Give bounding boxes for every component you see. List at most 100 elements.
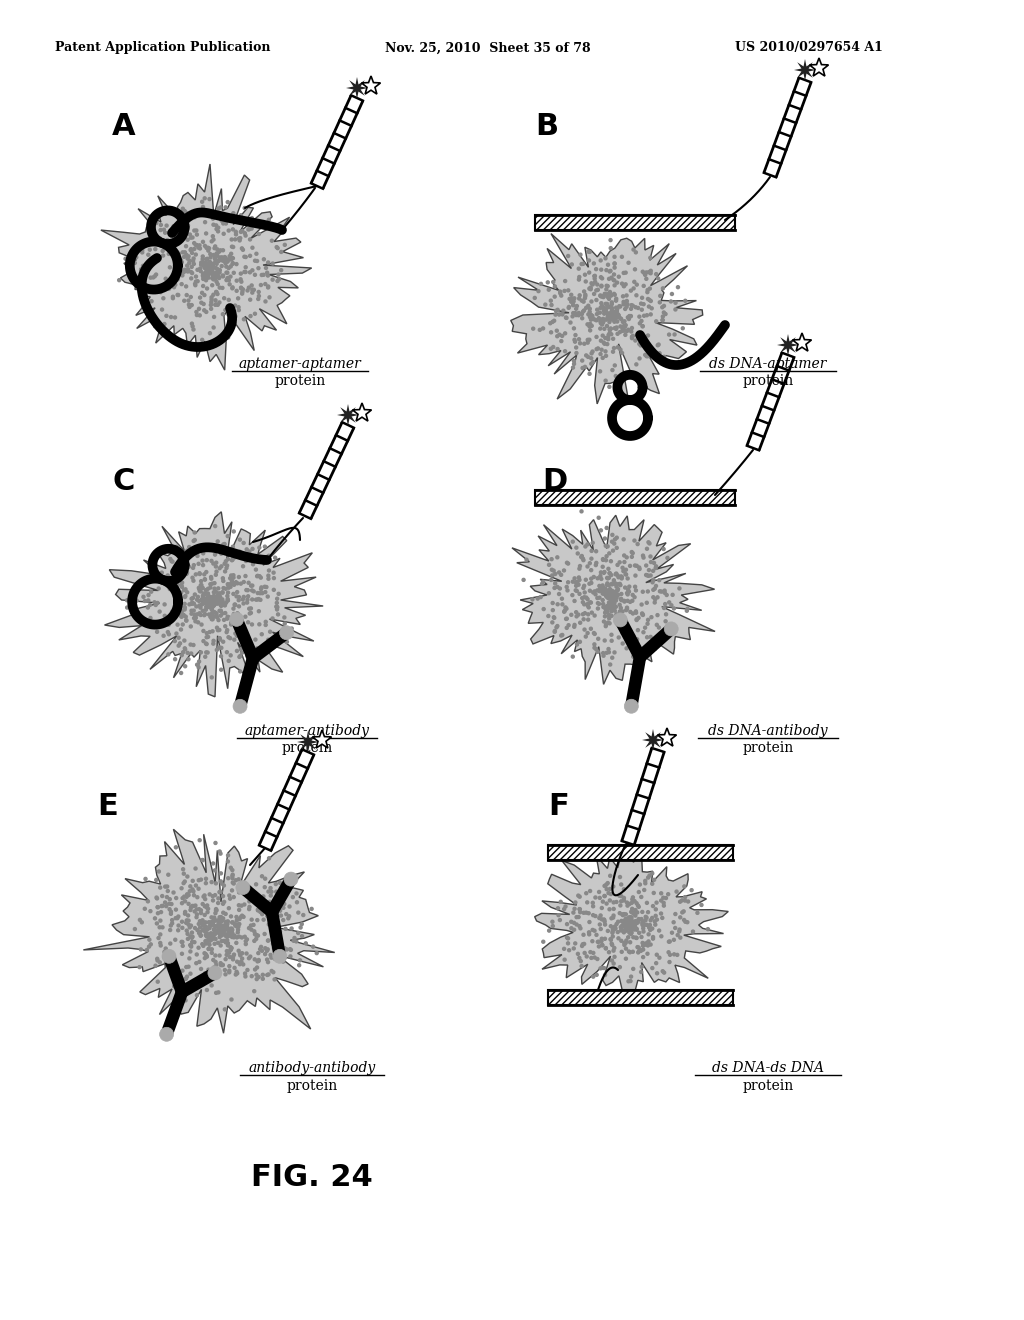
Circle shape — [625, 647, 628, 649]
Circle shape — [208, 631, 211, 634]
Circle shape — [189, 624, 193, 628]
Circle shape — [201, 257, 204, 260]
Circle shape — [209, 940, 212, 942]
Circle shape — [210, 676, 213, 678]
Circle shape — [652, 878, 655, 882]
Circle shape — [573, 599, 577, 602]
Circle shape — [598, 597, 601, 599]
Circle shape — [257, 610, 260, 612]
Circle shape — [607, 297, 610, 301]
Circle shape — [219, 927, 222, 931]
Circle shape — [601, 944, 604, 946]
Circle shape — [154, 248, 157, 251]
Circle shape — [239, 239, 242, 242]
Circle shape — [596, 651, 599, 653]
Circle shape — [584, 294, 587, 298]
Circle shape — [179, 259, 182, 261]
Circle shape — [221, 275, 224, 279]
Circle shape — [198, 923, 201, 925]
Circle shape — [204, 612, 207, 615]
Circle shape — [646, 952, 649, 956]
Circle shape — [224, 256, 227, 259]
Circle shape — [585, 306, 588, 309]
Circle shape — [236, 925, 239, 928]
Circle shape — [561, 603, 564, 606]
Circle shape — [232, 583, 236, 586]
Circle shape — [588, 920, 591, 924]
Circle shape — [210, 603, 213, 607]
Circle shape — [204, 578, 207, 581]
Circle shape — [141, 285, 144, 288]
Circle shape — [209, 924, 212, 927]
Circle shape — [215, 612, 218, 615]
Circle shape — [653, 587, 656, 590]
Circle shape — [231, 246, 234, 248]
Circle shape — [600, 577, 603, 581]
Circle shape — [230, 558, 233, 562]
Circle shape — [215, 602, 218, 605]
Circle shape — [244, 936, 247, 939]
Circle shape — [245, 560, 248, 562]
Circle shape — [603, 923, 606, 927]
Circle shape — [625, 939, 628, 942]
Circle shape — [239, 220, 242, 223]
Circle shape — [264, 282, 267, 285]
Circle shape — [202, 610, 204, 612]
Circle shape — [594, 896, 597, 899]
Circle shape — [588, 325, 591, 327]
Circle shape — [199, 925, 202, 929]
Circle shape — [707, 928, 710, 931]
Circle shape — [617, 314, 621, 317]
Circle shape — [679, 936, 682, 939]
Circle shape — [179, 672, 182, 675]
Circle shape — [622, 642, 625, 645]
Circle shape — [606, 294, 608, 297]
Circle shape — [189, 945, 193, 948]
Circle shape — [205, 606, 208, 609]
Circle shape — [204, 972, 207, 975]
Circle shape — [194, 616, 197, 619]
Circle shape — [625, 913, 628, 916]
Circle shape — [240, 286, 243, 290]
Circle shape — [254, 259, 257, 263]
Circle shape — [610, 308, 613, 310]
Circle shape — [209, 256, 212, 259]
Circle shape — [315, 952, 318, 954]
Circle shape — [587, 313, 590, 315]
Circle shape — [159, 961, 162, 964]
Circle shape — [612, 927, 615, 929]
Circle shape — [610, 597, 613, 599]
Circle shape — [184, 619, 187, 622]
Circle shape — [265, 949, 268, 952]
Circle shape — [585, 635, 588, 638]
Circle shape — [607, 577, 610, 579]
Circle shape — [593, 275, 596, 277]
Circle shape — [187, 894, 190, 896]
Circle shape — [588, 251, 591, 253]
Circle shape — [548, 929, 551, 932]
Circle shape — [572, 946, 575, 950]
Circle shape — [197, 595, 200, 598]
Circle shape — [179, 628, 182, 631]
Circle shape — [242, 248, 245, 251]
Circle shape — [213, 598, 216, 601]
Circle shape — [200, 583, 203, 586]
Circle shape — [241, 915, 244, 917]
Circle shape — [271, 263, 274, 265]
Circle shape — [214, 841, 217, 845]
Circle shape — [207, 597, 210, 601]
Circle shape — [644, 879, 647, 882]
Circle shape — [218, 891, 221, 894]
Circle shape — [607, 277, 610, 280]
Circle shape — [584, 297, 587, 300]
Circle shape — [207, 907, 210, 911]
Circle shape — [189, 944, 193, 946]
Circle shape — [553, 296, 556, 298]
Circle shape — [613, 612, 628, 627]
Circle shape — [642, 944, 645, 948]
Circle shape — [220, 668, 222, 671]
Circle shape — [194, 539, 197, 541]
Circle shape — [226, 920, 229, 923]
Circle shape — [612, 609, 615, 611]
Circle shape — [219, 964, 222, 966]
